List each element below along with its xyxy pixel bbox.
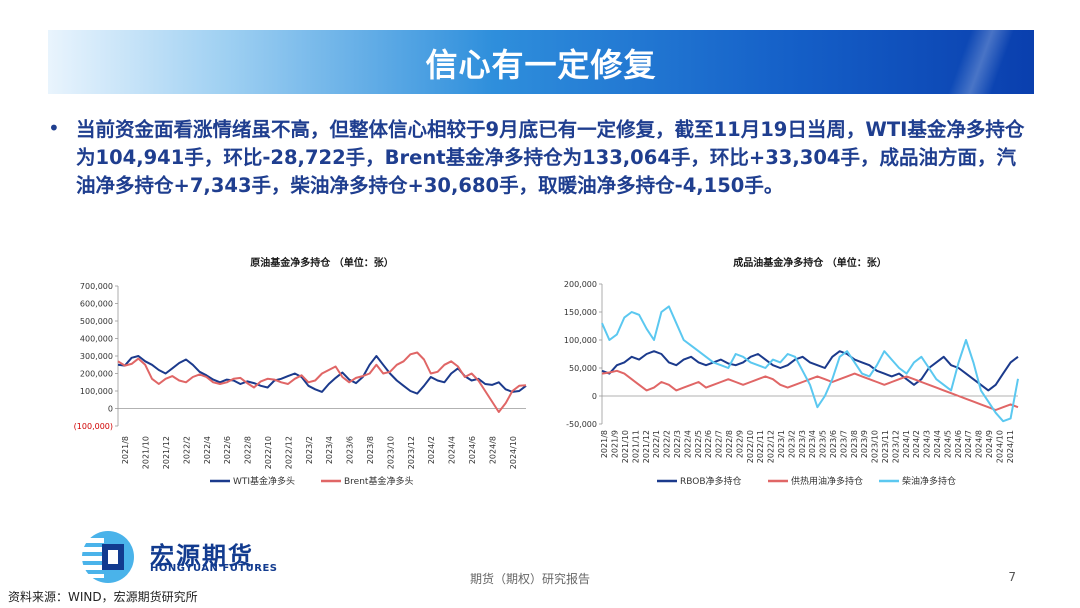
x-tick-label: 2023/2 <box>787 430 796 458</box>
banner-decoration <box>914 30 1034 94</box>
x-tick-label: 2021/11 <box>631 430 640 463</box>
bullet-text: 当前资金面看涨情绪虽不高，但整体信心相较于9月底已有一定修复，截至11月19日当… <box>76 118 1025 197</box>
x-tick-label: 2024/9 <box>985 430 994 458</box>
x-tick-label: 2021/8 <box>600 430 609 458</box>
x-tick-label: 2024/7 <box>964 430 973 458</box>
x-tick-label: 2023/3 <box>798 430 807 458</box>
logo-chinese-name: 宏源期货 <box>150 542 254 570</box>
x-tick-label: 2022/6 <box>704 430 713 458</box>
x-tick-label: 2023/12 <box>891 430 900 463</box>
x-tick-label: 2023/8 <box>850 430 859 458</box>
x-tick-label: 2024/6 <box>468 436 477 464</box>
x-tick-label: 2022/2 <box>182 436 191 464</box>
title-banner: 信心有一定修复 <box>48 30 1034 94</box>
x-tick-label: 2024/8 <box>975 430 984 458</box>
y-tick-label: 200,000 <box>564 280 597 289</box>
x-tick-label: 2024/10 <box>995 430 1004 463</box>
x-tick-label: 2022/8 <box>725 430 734 458</box>
x-tick-label: 2023/8 <box>366 436 375 464</box>
y-tick-label: 0 <box>592 392 597 401</box>
x-tick-label: 2022/8 <box>244 436 253 464</box>
page-number: 7 <box>1008 570 1016 584</box>
x-tick-label: 2024/2 <box>427 436 436 464</box>
y-tick-label: 100,000 <box>564 336 597 345</box>
x-tick-label: 2023/12 <box>407 436 416 469</box>
x-tick-label: 2021/8 <box>121 436 130 464</box>
series-line <box>117 351 527 413</box>
x-tick-label: 2022/2 <box>663 430 672 458</box>
y-tick-label: -50,000 <box>566 420 597 429</box>
x-tick-label: 2021/12 <box>162 436 171 469</box>
x-tick-label: 2023/7 <box>839 430 848 458</box>
x-tick-label: 2023/11 <box>881 430 890 463</box>
legend-label: WTI基金净多头 <box>233 475 295 487</box>
x-tick-label: 2022/12 <box>767 430 776 463</box>
x-tick-label: 2022/3 <box>673 430 682 458</box>
bullet-dot-icon: • <box>48 116 60 140</box>
y-tick-label: 600,000 <box>80 300 113 309</box>
x-tick-label: 2024/6 <box>954 430 963 458</box>
x-tick-label: 2022/11 <box>756 430 765 463</box>
x-tick-label: 2022/10 <box>264 436 273 469</box>
chart-title: 成品油基金净多持仓 （单位：张） <box>733 256 886 269</box>
hongyuan-logo-icon <box>74 531 134 583</box>
x-tick-label: 2024/1 <box>902 430 911 458</box>
y-tick-label: 400,000 <box>80 335 113 344</box>
x-tick-label: 2021/12 <box>642 430 651 463</box>
y-tick-label: 50,000 <box>569 364 597 373</box>
logo-english-name: HONGYUAN FUTURES <box>150 563 278 574</box>
x-tick-label: 2023/10 <box>386 436 395 469</box>
x-tick-label: 2022/6 <box>223 436 232 464</box>
report-type-label: 期货（期权）研究报告 <box>470 572 591 586</box>
x-tick-label: 2024/8 <box>488 436 497 464</box>
x-tick-label: 2023/10 <box>871 430 880 463</box>
x-tick-label: 2024/3 <box>923 430 932 458</box>
y-tick-label: 300,000 <box>80 352 113 361</box>
series-line <box>601 305 1019 423</box>
x-tick-label: 2023/6 <box>829 430 838 458</box>
x-tick-label: 2024/10 <box>509 436 518 469</box>
y-tick-label: 150,000 <box>564 308 597 317</box>
legend-label: Brent基金净多头 <box>344 475 413 487</box>
legend-label: 供热用油净多持仓 <box>791 475 863 487</box>
x-tick-label: 2023/9 <box>860 430 869 458</box>
x-tick-label: 2023/2 <box>305 436 314 464</box>
x-tick-label: 2023/1 <box>777 430 786 458</box>
x-tick-label: 2023/4 <box>808 430 817 458</box>
x-tick-label: 2022/7 <box>715 430 724 458</box>
x-tick-label: 2021/9 <box>611 430 620 458</box>
series-line <box>601 350 1019 392</box>
x-tick-label: 2022/4 <box>203 436 212 464</box>
y-tick-label: 700,000 <box>80 282 113 291</box>
x-tick-label: 2024/4 <box>933 430 942 458</box>
data-source: 资料来源：WIND，宏源期货研究所 <box>8 590 198 604</box>
x-tick-label: 2024/5 <box>943 430 952 458</box>
x-tick-label: 2022/5 <box>694 430 703 458</box>
slide-title: 信心有一定修复 <box>425 46 657 84</box>
x-tick-label: 2022/12 <box>284 436 293 469</box>
x-tick-label: 2023/6 <box>346 436 355 464</box>
y-tick-label: 0 <box>108 405 113 414</box>
y-tick-label: 200,000 <box>80 370 113 379</box>
x-tick-label: 2024/2 <box>912 430 921 458</box>
series-line <box>601 369 1019 411</box>
x-tick-label: 2023/4 <box>325 436 334 464</box>
x-tick-label: 2022/9 <box>735 430 744 458</box>
y-tick-label: (100,000) <box>74 422 113 431</box>
x-tick-label: 2024/11 <box>1006 430 1015 463</box>
x-tick-label: 2021/10 <box>142 436 151 469</box>
chart-title: 原油基金净多持仓 （单位：张） <box>250 256 393 269</box>
x-tick-label: 2023/5 <box>819 430 828 458</box>
crude-fund-net-long-chart: 原油基金净多持仓 （单位：张） 700,000 600,000 500,000 400,… <box>74 256 527 487</box>
x-tick-label: 2022/10 <box>746 430 755 463</box>
x-tick-label: 2022/4 <box>683 430 692 458</box>
x-tick-label: 2021/10 <box>621 430 630 463</box>
x-tick-label: 2022/1 <box>652 430 661 458</box>
products-fund-net-long-chart: 成品油基金净多持仓 （单位：张） 200,000 150,000 100,000 50,… <box>564 256 1019 487</box>
y-tick-label: 500,000 <box>80 317 113 326</box>
legend-label: 柴油净多持仓 <box>902 475 956 487</box>
legend-label: RBOB净多持仓 <box>680 475 742 487</box>
y-tick-label: 100,000 <box>80 387 113 396</box>
x-tick-label: 2024/4 <box>448 436 457 464</box>
